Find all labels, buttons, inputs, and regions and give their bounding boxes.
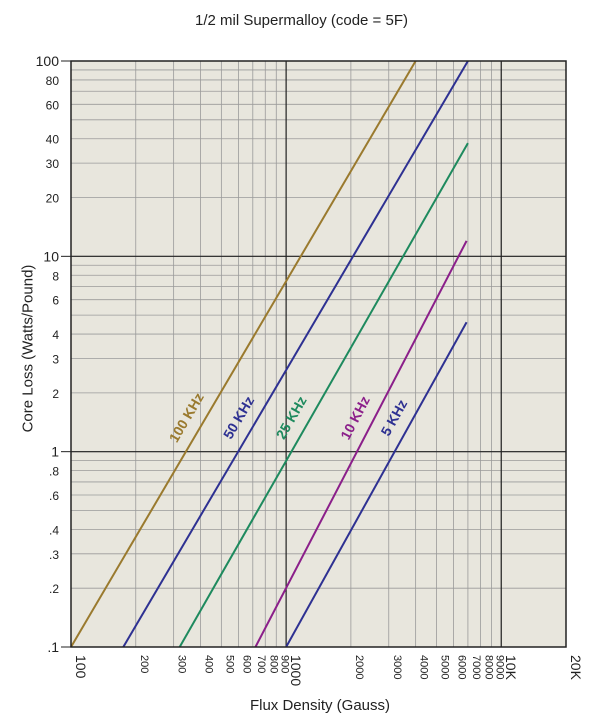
y-tick-label: 3 [52,352,59,366]
y-tick-label: 80 [46,74,60,88]
y-tick-label: .6 [49,489,59,503]
x-tick-label: 3000 [391,655,403,679]
x-tick-label: 900 [278,655,290,673]
x-tick-label: 100 [73,655,89,679]
y-tick-label: 20 [46,192,60,206]
series-line [70,60,417,648]
x-tick-label: 7000 [470,655,482,679]
x-tick-label: 4000 [418,655,430,679]
chart-title: 1/2 mil Supermalloy (code = 5F) [194,12,408,29]
y-tick-label: .4 [49,523,59,537]
x-tick-label: 200 [138,655,150,673]
y-tick-label: 40 [46,133,60,147]
x-axis-label: Flux Density (Gauss) [249,697,391,714]
y-tick-label: 1 [51,444,59,460]
series-line [178,142,469,648]
x-tick-label: 5000 [438,655,450,679]
x-tick-label: 300 [176,655,188,673]
x-tick-label: 800 [267,655,279,673]
y-tick-label: 10 [43,248,59,264]
plot-background [71,61,566,647]
y-tick-label: 100 [36,53,60,69]
y-tick-label: 4 [52,328,59,342]
x-tick-label: 2000 [353,655,365,679]
x-tick-label: 20K [568,655,584,681]
series-line [285,321,468,648]
y-tick-label: 8 [52,269,59,283]
y-tick-label: 2 [52,387,59,401]
x-tick-label: 8000 [482,655,494,679]
y-tick-label: 60 [46,98,60,112]
x-tick-label: 6000 [456,655,468,679]
y-tick-label: .2 [49,582,59,596]
series-line [254,240,468,648]
x-tick-label: 700 [255,655,267,673]
plot-frame [70,60,567,648]
x-tick-label: 1000 [288,655,304,686]
y-tick-label: 30 [46,157,60,171]
y-tick-label: 6 [52,294,59,308]
y-tick-label: .1 [47,639,59,655]
x-tick-label: 9000 [493,655,505,679]
y-tick-label: .3 [49,548,59,562]
x-tick-label: 10K [503,655,519,681]
x-tick-label: 400 [203,655,215,673]
series-line [122,60,469,648]
x-tick-label: 500 [223,655,235,673]
x-tick-label: 600 [240,655,252,673]
y-tick-label: .8 [49,465,59,479]
